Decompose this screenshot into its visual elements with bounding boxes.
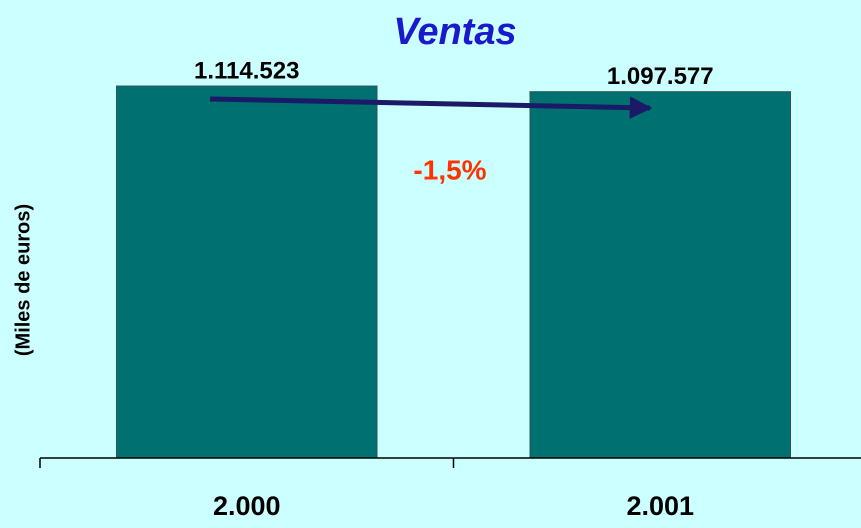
y-axis-label: (Miles de euros) <box>12 204 34 356</box>
plot: 1.114.523 2.000 1.097.577 2.001 <box>39 57 792 521</box>
x-tick-label: 2.001 <box>626 491 694 521</box>
bar <box>529 91 792 459</box>
value-label: 1.097.577 <box>607 63 714 90</box>
chart-title: Ventas <box>393 11 516 53</box>
trend-arrow <box>209 96 653 119</box>
bar <box>115 85 378 459</box>
value-label: 1.114.523 <box>194 57 299 84</box>
x-tick-label: 2.000 <box>213 491 281 521</box>
annotation: -1,5% <box>413 154 486 185</box>
